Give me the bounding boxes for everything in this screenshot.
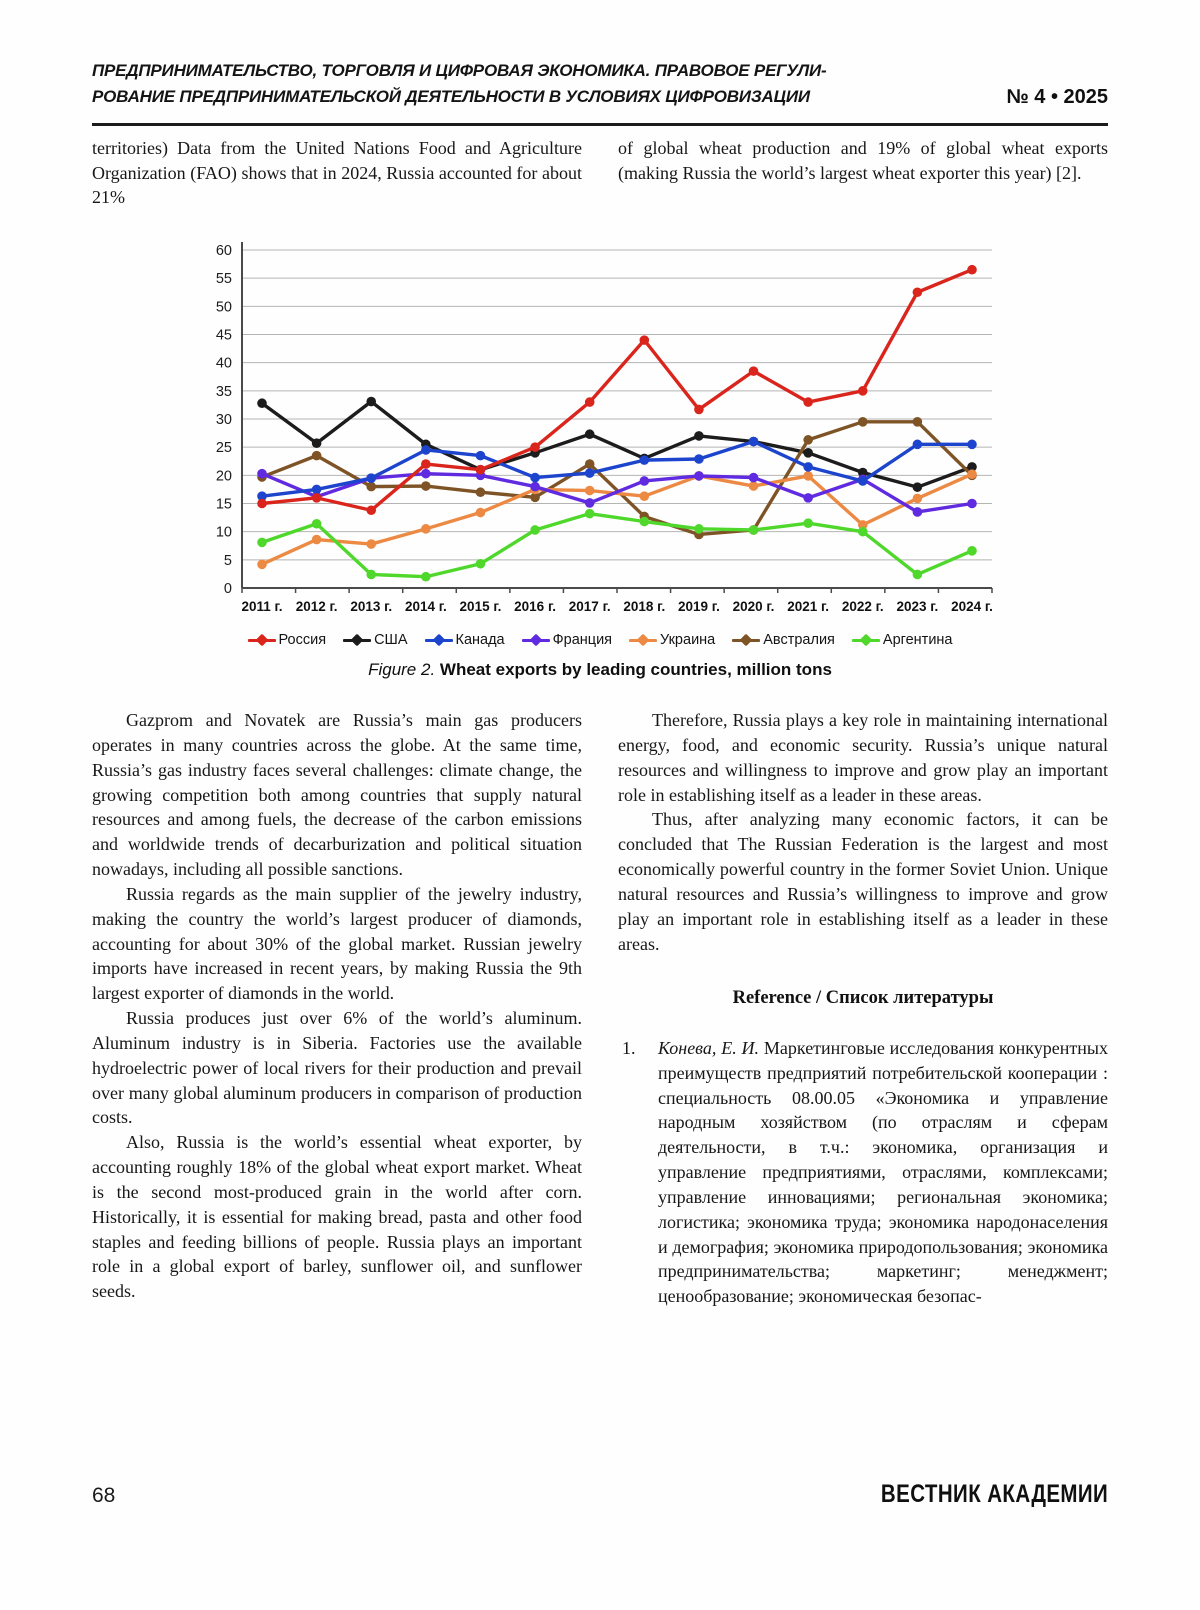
legend-item: Россия [247, 632, 327, 649]
svg-text:15: 15 [216, 497, 232, 513]
legend-label: Украина [660, 632, 716, 649]
intro-right-column: of global wheat production and 19% of gl… [618, 136, 1108, 210]
body-left-column: Gazprom and Novatek are Russia’s main ga… [92, 708, 582, 1309]
svg-text:2015 г.: 2015 г. [460, 599, 502, 614]
svg-text:2017 г.: 2017 г. [569, 599, 611, 614]
chart-legend: Россия США Канада Франция Украина Австралия Ар… [184, 632, 1016, 648]
intro-left-paragraph: territories) Data from the United Nation… [92, 137, 582, 208]
svg-text:2013 г.: 2013 г. [350, 599, 392, 614]
svg-text:35: 35 [216, 384, 232, 400]
svg-text:2024 г.: 2024 г. [951, 599, 993, 614]
running-head-title: ПРЕДПРИНИМАТЕЛЬСТВО, ТОРГОВЛЯ И ЦИФРОВАЯ… [92, 58, 827, 111]
svg-text:2018 г.: 2018 г. [623, 599, 665, 614]
running-head-line1: ПРЕДПРИНИМАТЕЛЬСТВО, ТОРГОВЛЯ И ЦИФРОВАЯ… [92, 61, 827, 80]
body-columns: Gazprom and Novatek are Russia’s main ga… [92, 708, 1108, 1309]
svg-text:2019 г.: 2019 г. [678, 599, 720, 614]
legend-marker-icon [851, 633, 880, 647]
legend-item: Франция [521, 632, 613, 649]
legend-marker-icon [629, 633, 658, 647]
svg-text:2016 г.: 2016 г. [514, 599, 556, 614]
journal-name: ВЕСТНИК АКАДЕМИИ [880, 1480, 1108, 1508]
legend-label: Аргентина [882, 632, 953, 649]
legend-label: Россия [278, 632, 327, 649]
body-paragraph: Therefore, Russia plays a key role in ma… [618, 710, 1108, 805]
svg-text:5: 5 [224, 553, 232, 569]
svg-text:50: 50 [216, 300, 232, 316]
body-right-column: Therefore, Russia plays a key role in ma… [618, 708, 1108, 1309]
wheat-exports-chart: 0 5 10 15 20 25 30 35 40 45 50 55 60 2011 г. 2012 г. 20… [216, 242, 993, 614]
svg-text:60: 60 [216, 243, 232, 259]
svg-text:45: 45 [216, 328, 232, 344]
legend-marker-icon [732, 633, 761, 647]
running-head: ПРЕДПРИНИМАТЕЛЬСТВО, ТОРГОВЛЯ И ЦИФРОВАЯ… [92, 58, 1108, 126]
reference-number: 1. [622, 1037, 636, 1058]
legend-item: Австралия [732, 632, 835, 648]
body-paragraph: Gazprom and Novatek are Russia’s main ga… [92, 710, 582, 880]
reference-item: 1. Конева, Е. И. Маркетинговые исследова… [618, 1036, 1108, 1309]
svg-text:55: 55 [216, 271, 232, 287]
legend-marker-icon [424, 633, 453, 647]
svg-text:2014 г.: 2014 г. [405, 599, 447, 614]
legend-item: США [343, 632, 408, 649]
figure-caption-label: Figure 2. [368, 660, 436, 680]
legend-item: Канада [424, 632, 505, 649]
legend-marker-icon [521, 633, 550, 647]
legend-label: Франция [552, 632, 613, 649]
body-paragraph: Russia regards as the main supplier of t… [92, 883, 582, 1004]
svg-text:2023 г.: 2023 г. [896, 599, 938, 614]
svg-text:20: 20 [216, 469, 232, 485]
legend-item: Украина [629, 632, 715, 648]
figure-caption: Figure 2. Wheat exports by leading count… [184, 660, 1016, 680]
legend-item: Аргентина [851, 632, 953, 649]
legend-marker-icon [343, 633, 372, 647]
issue-number: № 4 • 2025 [1006, 85, 1108, 108]
reference-text: Маркетинговые исследования конкурентных … [658, 1037, 1108, 1307]
svg-text:10: 10 [216, 525, 232, 541]
figure-block: 0 5 10 15 20 25 30 35 40 45 50 55 60 2011 г. 2012 г. 20… [184, 236, 1016, 680]
reference-list: 1. Конева, Е. И. Маркетинговые исследова… [618, 1036, 1108, 1309]
reference-author: Конева, Е. И. [658, 1037, 760, 1058]
references-heading: Reference / Список литературы [732, 988, 994, 1009]
body-paragraph: Russia produces just over 6% of the worl… [92, 1008, 582, 1128]
svg-text:2020 г.: 2020 г. [733, 599, 775, 614]
svg-text:2012 г.: 2012 г. [296, 599, 338, 614]
svg-text:25: 25 [216, 440, 232, 456]
svg-text:30: 30 [216, 412, 232, 428]
svg-text:2011 г.: 2011 г. [241, 599, 282, 614]
body-paragraph: Also, Russia is the world’s essential wh… [92, 1132, 582, 1302]
page-number: 68 [92, 1484, 116, 1507]
legend-label: Австралия [763, 632, 835, 649]
page-footer: 68 ВЕСТНИК АКАДЕМИИ [92, 1480, 1108, 1509]
running-head-line2: РОВАНИЕ ПРЕДПРИНИМАТЕЛЬСКОЙ ДЕЯТЕЛЬНОСТИ… [92, 87, 810, 107]
legend-label: Канада [455, 632, 505, 649]
intro-right-paragraph: of global wheat production and 19% of gl… [618, 137, 1108, 183]
svg-text:2021 г.: 2021 г. [787, 599, 829, 614]
legend-marker-icon [247, 633, 276, 647]
svg-text:0: 0 [224, 581, 232, 597]
intro-columns: territories) Data from the United Nation… [92, 136, 1108, 210]
body-paragraph: Thus, after analyzing many economic fact… [618, 809, 1108, 954]
svg-text:40: 40 [216, 356, 232, 372]
intro-left-column: territories) Data from the United Nation… [92, 136, 582, 210]
figure-caption-text: Wheat exports by leading countries, mill… [439, 660, 832, 680]
legend-label: США [374, 632, 408, 649]
svg-text:2022 г.: 2022 г. [842, 599, 884, 614]
